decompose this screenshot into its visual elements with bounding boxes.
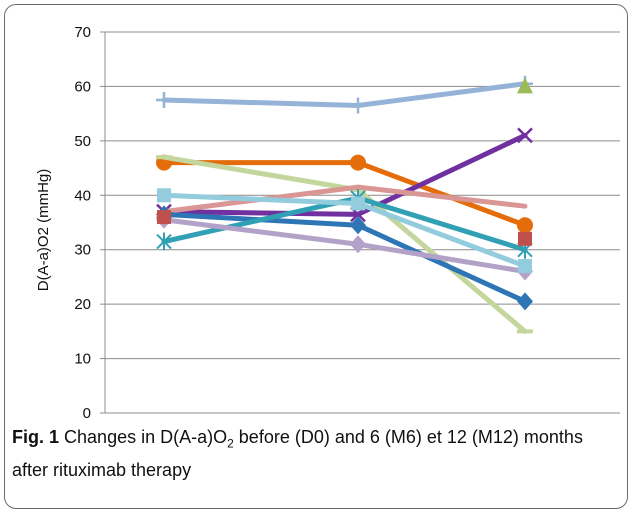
series-9-point-D0 [157, 188, 171, 203]
series-group [156, 75, 533, 334]
chart: 010203040506070D0M6M12 D(A-a)O2 (mmHg) [35, 24, 620, 420]
series-line-1 [161, 81, 528, 108]
series-6-point-M12 [517, 292, 533, 311]
series-9-point-M6 [351, 196, 365, 211]
series-10-point-D0 [157, 210, 171, 225]
series-3-point-M12 [517, 127, 533, 144]
caption-subscript: 2 [227, 436, 234, 451]
y-tick-label-30: 30 [74, 242, 91, 259]
y-tick-label-60: 60 [74, 78, 91, 95]
caption-label: Fig. 1 [12, 427, 60, 447]
y-tick-label-20: 20 [74, 296, 91, 313]
caption-text-1: Changes in D(A-a)O [64, 427, 228, 447]
caption-text-2: before (D0) and 6 (M6) et 12 (M12) month… [12, 427, 583, 480]
axes: 010203040506070D0M6M12 [74, 24, 620, 420]
y-tick-label-0: 0 [83, 405, 91, 420]
y-axis-label: D(A-a)O2 (mmHg) [35, 169, 52, 292]
series-9-point-M12 [518, 259, 532, 274]
series-11-point-M12 [517, 77, 533, 94]
y-tick-label-10: 10 [74, 351, 91, 368]
series-5 [161, 184, 528, 215]
y-tick-label-40: 40 [74, 187, 91, 204]
figure-caption: Fig. 1 Changes in D(A-a)O2 before (D0) a… [12, 424, 618, 483]
series-9 [157, 188, 532, 274]
series-2-point-M12 [517, 217, 533, 234]
y-tick-label-50: 50 [74, 133, 91, 150]
series-line-5 [161, 184, 528, 215]
grid [105, 31, 620, 360]
series-2-point-M6 [350, 154, 366, 171]
series-10-point-M12 [518, 231, 532, 246]
series-8-point-M6 [350, 235, 366, 254]
series-1-point-D0 [156, 92, 172, 109]
y-tick-label-70: 70 [74, 24, 91, 41]
series-6-point-M6 [350, 216, 366, 235]
series-7-point-D0 [156, 232, 172, 251]
series-1-point-M6 [350, 97, 366, 114]
series-6 [156, 205, 533, 311]
series-11 [517, 77, 533, 94]
series-1 [156, 75, 533, 114]
series-10 [157, 210, 532, 246]
